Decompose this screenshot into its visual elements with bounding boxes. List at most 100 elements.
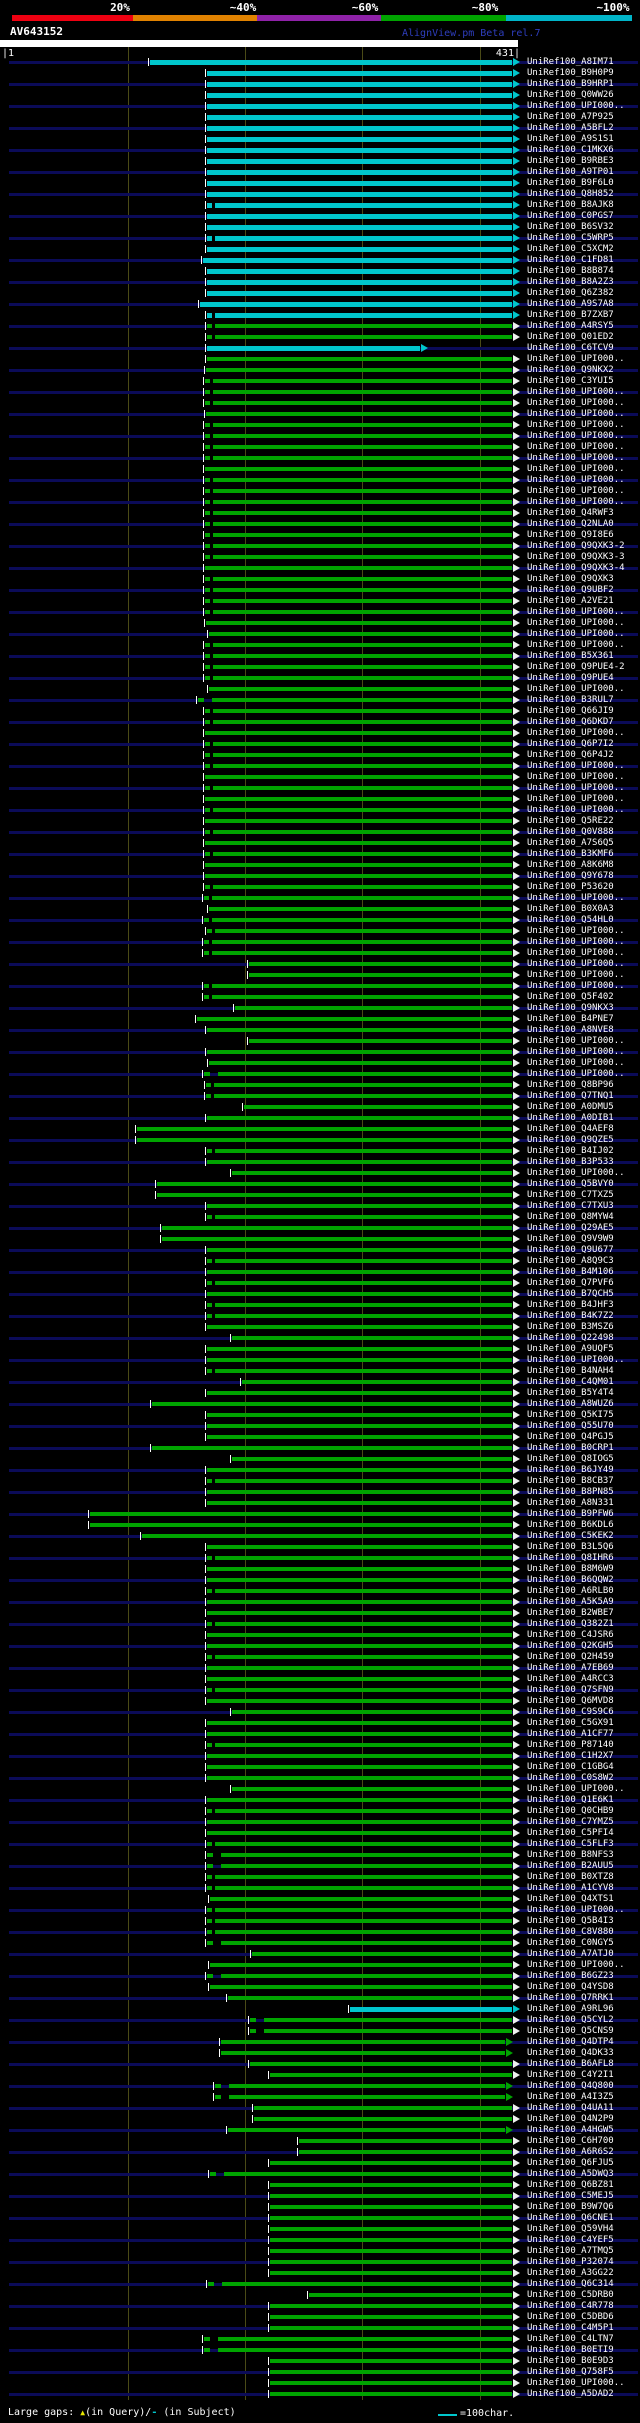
subject-label[interactable]: UniRef100_UPI000.. bbox=[527, 783, 625, 793]
subject-label[interactable]: UniRef100_Q6CNE1 bbox=[527, 2213, 614, 2223]
alignment-bar[interactable] bbox=[207, 71, 512, 76]
subject-label[interactable]: UniRef100_Q4DK33 bbox=[527, 2048, 614, 2058]
alignment-bar[interactable] bbox=[205, 742, 512, 746]
subject-label[interactable]: UniRef100_B2AUU5 bbox=[527, 1861, 614, 1871]
subject-label[interactable]: UniRef100_C0NGY5 bbox=[527, 1938, 614, 1948]
alignment-bar[interactable] bbox=[207, 1798, 512, 1802]
subject-label[interactable]: UniRef100_A2VE21 bbox=[527, 596, 614, 606]
alignment-bar[interactable] bbox=[205, 566, 512, 570]
alignment-bar[interactable] bbox=[207, 1864, 213, 1868]
alignment-bar[interactable] bbox=[206, 1094, 512, 1098]
alignment-bar[interactable] bbox=[207, 1413, 512, 1417]
alignment-bar[interactable] bbox=[254, 2106, 512, 2110]
alignment-bar[interactable] bbox=[207, 1600, 512, 1604]
alignment-bar[interactable] bbox=[207, 181, 512, 186]
subject-label[interactable]: UniRef100_B0E9D3 bbox=[527, 2356, 614, 2366]
alignment-bar[interactable] bbox=[207, 1589, 512, 1593]
subject-label[interactable]: UniRef100_UPI000.. bbox=[527, 629, 625, 639]
alignment-bar[interactable] bbox=[232, 1710, 512, 1714]
subject-label[interactable]: UniRef100_A4I3Z5 bbox=[527, 2092, 614, 2102]
alignment-bar[interactable] bbox=[207, 247, 512, 252]
alignment-bar[interactable] bbox=[207, 1677, 512, 1681]
alignment-bar[interactable] bbox=[204, 984, 512, 988]
alignment-bar[interactable] bbox=[207, 1490, 512, 1494]
subject-label[interactable]: UniRef100_A9TP01 bbox=[527, 167, 614, 177]
subject-label[interactable]: UniRef100_B4K7Z2 bbox=[527, 1311, 614, 1321]
alignment-bar[interactable] bbox=[218, 1072, 512, 1076]
alignment-bar[interactable] bbox=[207, 1919, 512, 1923]
subject-label[interactable]: UniRef100_B3RUL7 bbox=[527, 695, 614, 705]
alignment-bar[interactable] bbox=[205, 863, 512, 867]
alignment-bar[interactable] bbox=[207, 1270, 512, 1274]
subject-label[interactable]: UniRef100_B6AFL8 bbox=[527, 2059, 614, 2069]
subject-label[interactable]: UniRef100_C5XCM2 bbox=[527, 244, 614, 254]
subject-label[interactable]: UniRef100_Q1E6K1 bbox=[527, 1795, 614, 1805]
alignment-bar[interactable] bbox=[205, 665, 512, 669]
alignment-bar[interactable] bbox=[207, 1699, 512, 1703]
alignment-bar[interactable] bbox=[221, 1864, 512, 1868]
alignment-bar[interactable] bbox=[205, 577, 512, 581]
alignment-bar[interactable] bbox=[205, 852, 512, 856]
alignment-bar[interactable] bbox=[150, 60, 512, 65]
alignment-bar[interactable] bbox=[207, 1820, 512, 1824]
subject-label[interactable]: UniRef100_B6SV32 bbox=[527, 222, 614, 232]
alignment-bar[interactable] bbox=[207, 1281, 512, 1285]
alignment-bar[interactable] bbox=[205, 544, 512, 548]
alignment-bar[interactable] bbox=[264, 2029, 512, 2033]
subject-label[interactable]: UniRef100_A8K6M8 bbox=[527, 860, 614, 870]
alignment-bar[interactable] bbox=[228, 1996, 512, 2000]
subject-label[interactable]: UniRef100_B8M6W9 bbox=[527, 1564, 614, 1574]
alignment-bar[interactable] bbox=[309, 2293, 512, 2297]
alignment-bar[interactable] bbox=[152, 1446, 512, 1450]
subject-label[interactable]: UniRef100_UPI000.. bbox=[527, 2378, 625, 2388]
subject-label[interactable]: UniRef100_UPI000.. bbox=[527, 486, 625, 496]
subject-label[interactable]: UniRef100_Q6MVD8 bbox=[527, 1696, 614, 1706]
subject-label[interactable]: UniRef100_C5DRB0 bbox=[527, 2290, 614, 2300]
alignment-bar[interactable] bbox=[232, 1336, 512, 1340]
subject-label[interactable]: UniRef100_Q9UBF2 bbox=[527, 585, 614, 595]
subject-label[interactable]: UniRef100_UPI000.. bbox=[527, 497, 625, 507]
alignment-bar[interactable] bbox=[207, 1369, 512, 1373]
subject-label[interactable]: UniRef100_B8AJK8 bbox=[527, 200, 614, 210]
subject-label[interactable]: UniRef100_A8IM71 bbox=[527, 57, 614, 67]
subject-label[interactable]: UniRef100_C1FD81 bbox=[527, 255, 614, 265]
alignment-bar[interactable] bbox=[209, 1061, 512, 1065]
alignment-bar[interactable] bbox=[137, 1127, 512, 1131]
subject-label[interactable]: UniRef100_C5FLF3 bbox=[527, 1839, 614, 1849]
alignment-bar[interactable] bbox=[221, 1974, 512, 1978]
subject-label[interactable]: UniRef100_A7ATJ0 bbox=[527, 1949, 614, 1959]
subject-label[interactable]: UniRef100_B8A2Z3 bbox=[527, 277, 614, 287]
subject-label[interactable]: UniRef100_UPI000.. bbox=[527, 1960, 625, 1970]
subject-label[interactable]: UniRef100_UPI000.. bbox=[527, 761, 625, 771]
subject-label[interactable]: UniRef100_B0XTZ8 bbox=[527, 1872, 614, 1882]
subject-label[interactable]: UniRef100_B6KDL6 bbox=[527, 1520, 614, 1530]
subject-label[interactable]: UniRef100_B6QQW2 bbox=[527, 1575, 614, 1585]
subject-label[interactable]: UniRef100_Q4AEF8 bbox=[527, 1124, 614, 1134]
subject-label[interactable]: UniRef100_B7ZXB7 bbox=[527, 310, 614, 320]
alignment-bar[interactable] bbox=[204, 2337, 210, 2341]
subject-label[interactable]: UniRef100_UPI000.. bbox=[527, 1069, 625, 1079]
alignment-bar[interactable] bbox=[229, 2095, 505, 2099]
alignment-bar[interactable] bbox=[207, 1050, 512, 1054]
subject-label[interactable]: UniRef100_A7S6Q5 bbox=[527, 838, 614, 848]
alignment-bar[interactable] bbox=[270, 2271, 512, 2275]
subject-label[interactable]: UniRef100_Q8BP96 bbox=[527, 1080, 614, 1090]
subject-label[interactable]: UniRef100_A8NVE8 bbox=[527, 1025, 614, 1035]
subject-label[interactable]: UniRef100_Q382Z1 bbox=[527, 1619, 614, 1629]
subject-label[interactable]: UniRef100_Q9U677 bbox=[527, 1245, 614, 1255]
subject-label[interactable]: UniRef100_Q4YSD8 bbox=[527, 1982, 614, 1992]
subject-label[interactable]: UniRef100_UPI000.. bbox=[527, 1168, 625, 1178]
alignment-bar[interactable] bbox=[270, 2194, 512, 2198]
subject-label[interactable]: UniRef100_A7EB69 bbox=[527, 1663, 614, 1673]
subject-label[interactable]: UniRef100_C6H700 bbox=[527, 2136, 614, 2146]
alignment-bar[interactable] bbox=[205, 390, 512, 394]
subject-label[interactable]: UniRef100_UPI000.. bbox=[527, 1784, 625, 1794]
alignment-bar[interactable] bbox=[207, 269, 512, 274]
subject-label[interactable]: UniRef100_B2WBE7 bbox=[527, 1608, 614, 1618]
subject-label[interactable]: UniRef100_UPI000.. bbox=[527, 805, 625, 815]
subject-label[interactable]: UniRef100_B0X0A3 bbox=[527, 904, 614, 914]
alignment-bar[interactable] bbox=[207, 1116, 512, 1120]
subject-label[interactable]: UniRef100_UPI000.. bbox=[527, 420, 625, 430]
alignment-bar[interactable] bbox=[207, 1567, 512, 1571]
subject-label[interactable]: UniRef100_A8WUZ6 bbox=[527, 1399, 614, 1409]
